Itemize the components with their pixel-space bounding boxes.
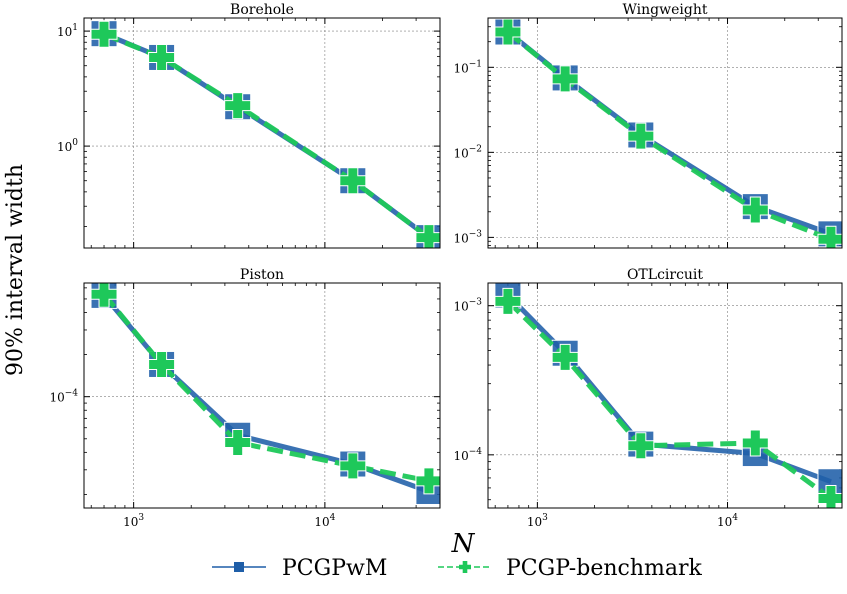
data-point-plus <box>627 432 655 460</box>
x-tick-label: 104 <box>717 513 738 529</box>
y-tick-label: 10−4 <box>453 447 482 463</box>
y-tick-label: 10−4 <box>49 389 78 405</box>
data-point-plus <box>817 225 842 248</box>
data-point-plus <box>415 224 440 248</box>
x-axis-label: N <box>451 529 476 559</box>
minor-ticks <box>488 18 842 248</box>
panel-title: Wingweight <box>623 2 708 18</box>
y-tick-label: 100 <box>57 138 78 154</box>
legend-marker-plus <box>459 561 471 573</box>
axes-frame <box>487 17 843 249</box>
panel-title: Piston <box>240 267 284 283</box>
data-point-plus <box>741 196 769 224</box>
data-point-plus <box>90 20 118 48</box>
y-axis-label: 90% interval width <box>3 164 28 376</box>
series-line-pcgp-benchmark <box>102 292 430 484</box>
data-point-plus <box>627 122 655 150</box>
minor-ticks <box>84 18 440 248</box>
data-point-plus <box>224 429 252 457</box>
data-point-plus <box>741 429 769 457</box>
y-tick-label: 10−3 <box>453 298 482 314</box>
data-point-plus <box>90 283 118 308</box>
axes-frame <box>487 282 843 509</box>
y-tick-label: 10−2 <box>453 144 482 160</box>
axes-frame <box>83 17 441 249</box>
data-point-plus <box>817 484 842 508</box>
panels: Borehole 100 101 Wingweight 10−3 10−2 10−1 Pist… <box>49 2 843 529</box>
data-point-plus <box>339 167 367 195</box>
x-tick-label: 103 <box>527 513 548 529</box>
panel-title: OTLcircuit <box>627 267 703 283</box>
panel-borehole: Borehole 100 101 <box>57 2 441 249</box>
legend: PCGPwM PCGP-benchmark <box>212 556 702 581</box>
data-point-plus <box>339 452 367 480</box>
legend-label: PCGPwM <box>282 556 387 581</box>
data-point-plus <box>224 92 252 120</box>
legend-item: PCGPwM <box>212 556 387 581</box>
data-point-plus <box>148 350 176 378</box>
series-line-pcgpwm <box>506 293 832 485</box>
plot-area <box>494 18 842 248</box>
y-tick-label: 10−3 <box>453 229 482 245</box>
series-line-pcgpwm <box>506 30 832 237</box>
plot-area <box>494 283 842 508</box>
y-tick-label: 10−1 <box>453 59 482 75</box>
panel-title: Borehole <box>230 2 294 18</box>
x-tick-label: 104 <box>314 513 335 529</box>
data-point-plus <box>148 43 176 71</box>
series-line-pcgp-benchmark <box>506 30 832 242</box>
data-point-plus <box>551 343 579 371</box>
plot-area <box>90 20 440 248</box>
data-point-plus <box>415 467 440 495</box>
legend-item: PCGP-benchmark <box>438 556 702 581</box>
series-line-pcgpwm <box>102 293 430 494</box>
series-line-pcgp-benchmark <box>506 299 833 501</box>
data-point-plus <box>551 65 579 93</box>
data-point-plus <box>494 18 522 46</box>
panel-wingweight: Wingweight 10−3 10−2 10−1 <box>453 2 843 249</box>
data-point-plus <box>494 287 522 315</box>
panel-piston: Piston 103 104 10−4 <box>49 267 441 529</box>
legend-marker-square <box>234 562 244 572</box>
panel-otlcircuit: OTLcircuit 103 104 10−4 10−3 <box>453 267 843 529</box>
legend-label: PCGP-benchmark <box>506 556 702 581</box>
y-tick-label: 101 <box>57 23 78 39</box>
minor-ticks <box>488 283 842 508</box>
axes-frame <box>83 282 441 509</box>
plot-area <box>90 283 440 505</box>
x-tick-label: 103 <box>123 513 144 529</box>
